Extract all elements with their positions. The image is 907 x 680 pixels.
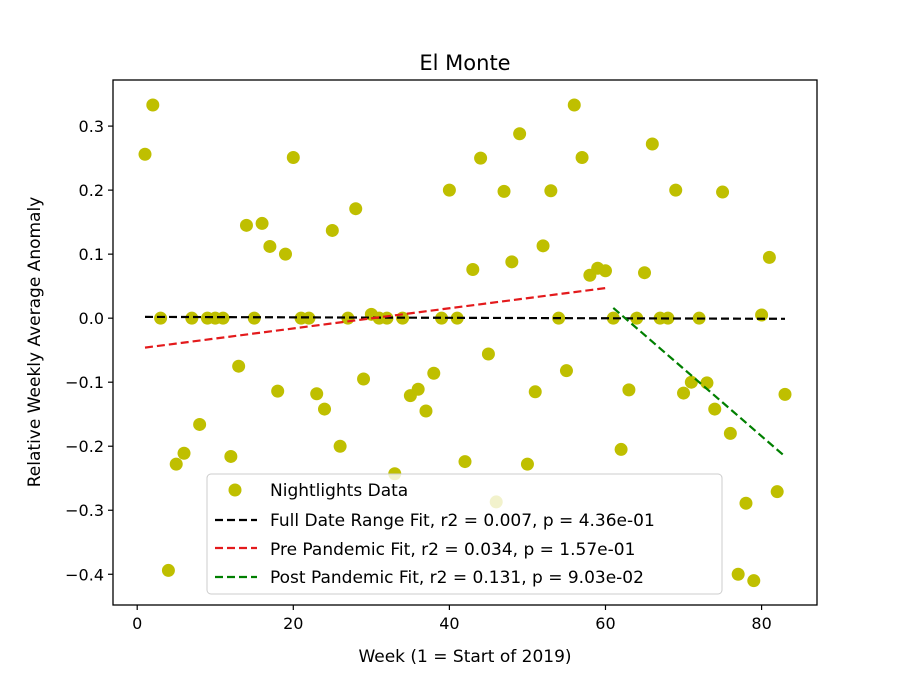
data-point — [146, 98, 160, 112]
data-point — [708, 402, 722, 416]
data-point — [239, 218, 253, 232]
x-tick-label: 80 — [751, 614, 771, 633]
data-point — [559, 364, 573, 378]
data-point — [614, 442, 628, 456]
data-point — [154, 311, 168, 325]
data-point — [645, 137, 659, 151]
data-point — [739, 496, 753, 510]
legend-marker-nightlights — [228, 483, 242, 497]
y-tick-label: 0.1 — [79, 245, 104, 264]
pre-pandemic-fit-line — [144, 286, 606, 349]
data-point — [333, 439, 347, 453]
data-point — [622, 383, 636, 397]
x-tick-label: 20 — [283, 614, 303, 633]
y-tick-label: 0.2 — [79, 181, 104, 200]
data-point — [442, 183, 456, 197]
data-point — [349, 202, 363, 216]
data-point — [271, 384, 285, 398]
data-point — [520, 457, 534, 471]
data-point — [575, 150, 589, 164]
data-point — [497, 184, 511, 198]
data-point — [762, 250, 776, 264]
data-point — [435, 311, 449, 325]
data-point — [638, 266, 652, 280]
data-point — [161, 563, 175, 577]
axis-ticks: 0 20 40 60 80 −0.4 −0.3 −0.2 −0.1 0.0 0.1 0.2 0.3 — [65, 117, 772, 633]
data-point — [598, 264, 612, 278]
legend-box — [206, 473, 723, 595]
data-point — [318, 402, 332, 416]
data-point — [513, 127, 527, 141]
data-point — [177, 446, 191, 460]
data-point — [138, 147, 152, 161]
y-tick-label: 0.3 — [79, 117, 104, 136]
chart-title: El Monte — [419, 51, 510, 75]
data-point — [474, 151, 488, 165]
data-point — [505, 255, 519, 269]
axes-frame — [112, 79, 818, 606]
data-point — [731, 567, 745, 581]
y-tick-label: −0.3 — [65, 501, 104, 520]
data-point — [325, 223, 339, 237]
full-range-fit-line — [144, 315, 786, 320]
post-pandemic-fit-line — [612, 307, 786, 458]
legend-label-full-fit: Full Date Range Fit, r2 = 0.007, p = 4.3… — [270, 511, 655, 531]
y-tick-label: −0.2 — [65, 437, 104, 456]
data-point — [684, 375, 698, 389]
data-point — [481, 347, 495, 361]
data-point — [411, 382, 425, 396]
data-point — [716, 185, 730, 199]
data-point — [528, 385, 542, 399]
x-tick-label: 0 — [132, 614, 142, 633]
data-point — [193, 417, 207, 431]
data-point — [723, 426, 737, 440]
data-point — [567, 98, 581, 112]
y-tick-label: −0.4 — [65, 565, 104, 584]
data-point — [185, 311, 199, 325]
legend: Nightlights Data Full Date Range Fit, r2… — [206, 473, 723, 595]
data-point — [747, 574, 761, 588]
data-point — [286, 150, 300, 164]
data-point — [458, 455, 472, 469]
x-axis-label: Week (1 = Start of 2019) — [358, 647, 571, 667]
x-tick-label: 60 — [595, 614, 615, 633]
data-point — [630, 311, 644, 325]
data-point — [232, 359, 246, 373]
plot-area — [138, 98, 792, 588]
y-axis-label: Relative Weekly Average Anomaly — [25, 197, 45, 488]
data-point — [669, 183, 683, 197]
y-tick-label: −0.1 — [65, 373, 104, 392]
legend-label-pre-pandemic: Pre Pandemic Fit, r2 = 0.034, p = 1.57e-… — [270, 540, 635, 560]
data-point — [700, 376, 714, 390]
x-tick-label: 40 — [439, 614, 459, 633]
data-point — [419, 404, 433, 418]
data-point — [263, 239, 277, 253]
data-point — [466, 263, 480, 277]
data-point — [536, 239, 550, 253]
data-point — [169, 457, 183, 471]
data-point — [255, 216, 269, 230]
data-point — [544, 184, 558, 198]
legend-label-post-pandemic: Post Pandemic Fit, r2 = 0.131, p = 9.03e… — [270, 568, 644, 588]
data-point — [224, 449, 238, 463]
legend-label-nightlights: Nightlights Data — [270, 481, 408, 501]
data-point — [778, 387, 792, 401]
data-point — [770, 485, 784, 499]
data-point — [278, 247, 292, 261]
data-point — [310, 387, 324, 401]
data-point — [427, 366, 441, 380]
data-point — [677, 386, 691, 400]
y-tick-label: 0.0 — [79, 309, 104, 328]
data-point — [357, 372, 371, 386]
